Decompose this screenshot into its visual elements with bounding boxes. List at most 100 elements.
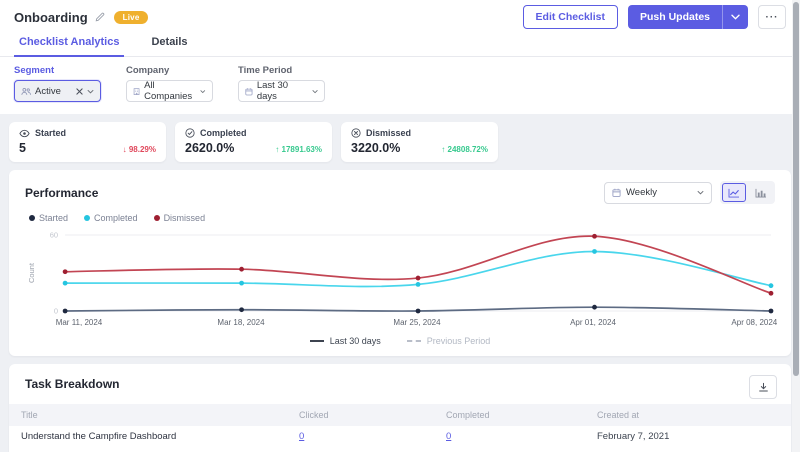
chart-x-label: Mar 25, 2024 [393,318,441,327]
segment-filter: Segment Active [14,65,101,102]
arrow-up-icon: ↑ [441,145,446,154]
stat-delta: ↑ 24808.72% [441,145,488,154]
company-filter: Company All Companies [126,65,213,102]
legend-previous-period[interactable]: Previous Period [406,336,490,346]
legend-label: Started [39,213,69,223]
scrollbar-thumb[interactable] [793,2,799,376]
calendar-icon [245,87,253,95]
stat-label: Completed [200,128,247,138]
line-chart-toggle-button[interactable] [722,183,746,202]
completed-count-link[interactable]: 0 [446,431,452,442]
calendar-icon [612,188,621,197]
performance-chart[interactable]: 60 0 Count [25,227,777,317]
segment-select[interactable]: Active [14,80,101,102]
line-chart-icon [728,188,739,198]
segment-value: Active [35,85,61,97]
task-table: Title Clicked Completed Created at Under… [9,404,791,452]
period-legend: Last 30 days Previous Period [25,336,775,348]
chart-legend-item[interactable]: Completed [84,213,138,223]
top-header-section: Onboarding Live Edit Checklist Push Upda… [0,0,800,114]
stat-delta: ↓ 98.29% [122,145,156,154]
dashed-line-icon [406,340,421,342]
stat-label: Dismissed [366,128,412,138]
svg-text:Count: Count [27,262,36,283]
status-badge-live: Live [113,10,149,24]
arrow-down-icon: ↓ [122,145,127,154]
stat-card-started: Started 5 ↓ 98.29% [9,122,166,162]
x-circle-icon [351,128,361,138]
performance-card: Performance Weekly Started Completed Dis… [9,170,791,356]
chart-x-label: Apr 08, 2024 [731,318,778,327]
svg-text:0: 0 [54,307,58,316]
legend-last-30-days[interactable]: Last 30 days [309,336,381,346]
building-icon [133,87,140,95]
time-period-filter: Time Period Last 30 days [238,65,325,102]
chart-legend-item[interactable]: Dismissed [153,213,206,223]
created-at-cell: February 7, 2021 [597,431,670,442]
edit-checklist-button[interactable]: Edit Checklist [522,5,618,29]
col-header-title: Title [21,410,38,420]
chevron-down-icon[interactable] [312,89,318,94]
stat-card-dismissed: Dismissed 3220.0% ↑ 24808.72% [341,122,498,162]
tab-bar: Checklist Analytics Details [0,32,800,57]
chevron-down-icon [731,14,740,20]
company-select[interactable]: All Companies [126,80,213,102]
page-title: Onboarding [14,9,88,25]
chart-x-label: Apr 01, 2024 [570,318,616,327]
edit-title-pencil-icon[interactable] [95,12,105,22]
stat-value: 2620.0% [185,141,235,155]
push-updates-button[interactable]: Push Updates [627,5,722,29]
company-value: All Companies [144,80,193,102]
chevron-down-icon[interactable] [87,89,94,94]
stat-value: 5 [19,141,26,155]
bar-chart-toggle-button[interactable] [749,183,773,202]
download-icon [758,382,768,391]
col-header-created-at: Created at [597,410,640,420]
chart-legend-item[interactable]: Started [29,213,68,223]
bar-chart-icon [755,188,766,198]
col-header-clicked: Clicked [299,410,329,420]
legend-label: Dismissed [163,213,206,223]
stats-row: Started 5 ↓ 98.29% Completed 2620.0% ↑ 1… [9,122,791,162]
chevron-down-icon[interactable] [200,89,206,94]
legend-dot [153,215,160,221]
chart-x-label: Mar 11, 2024 [55,318,103,327]
frequency-value: Weekly [626,187,657,198]
time-period-value: Last 30 days [256,80,289,102]
legend-label: Completed [94,213,138,223]
task-breakdown-card: Task Breakdown Title Clicked Completed C… [9,364,791,452]
chart-x-labels: Mar 11, 2024 Mar 18, 2024 Mar 25, 2024 Apr … [25,318,778,329]
legend-dot [29,215,35,221]
clear-icon[interactable] [76,87,83,95]
arrow-up-icon: ↑ [275,145,280,154]
chevron-down-icon [697,190,704,195]
filter-bar: Segment Active Company All Companies Tim… [0,57,800,114]
frequency-select[interactable]: Weekly [604,181,712,204]
title-row: Onboarding Live Edit Checklist Push Upda… [0,0,800,30]
push-updates-dropdown-button[interactable] [722,5,748,29]
performance-title: Performance [25,185,99,200]
users-icon [21,87,31,95]
time-period-select[interactable]: Last 30 days [238,80,325,102]
task-title-cell: Understand the Campfire Dashboard [21,431,177,442]
more-options-button[interactable]: ··· [758,5,786,29]
scrollbar[interactable] [792,0,800,452]
task-breakdown-title: Task Breakdown [25,377,120,391]
legend-dot [84,215,91,221]
tab-checklist-analytics[interactable]: Checklist Analytics [14,32,125,57]
chart-series-legend: Started Completed Dismissed [29,213,775,223]
tab-details[interactable]: Details [151,36,188,48]
stat-label: Started [35,128,67,138]
table-row: Create Your First Project 1 0 February 7… [9,447,791,452]
clicked-count-link[interactable]: 0 [299,431,305,442]
chart-area: 60 0 Count Mar 11, 2024 Mar 18, 2024 Mar 25,… [25,227,778,329]
table-header-row: Title Clicked Completed Created at [9,404,791,426]
table-row: Understand the Campfire Dashboard 0 0 Fe… [9,426,791,447]
chart-type-toggle [720,181,775,204]
push-updates-split-button: Push Updates [627,5,748,29]
stat-card-completed: Completed 2620.0% ↑ 17891.63% [175,122,332,162]
solid-line-icon [309,340,324,342]
segment-label: Segment [14,65,55,76]
download-button[interactable] [749,375,777,399]
svg-text:60: 60 [50,231,58,240]
